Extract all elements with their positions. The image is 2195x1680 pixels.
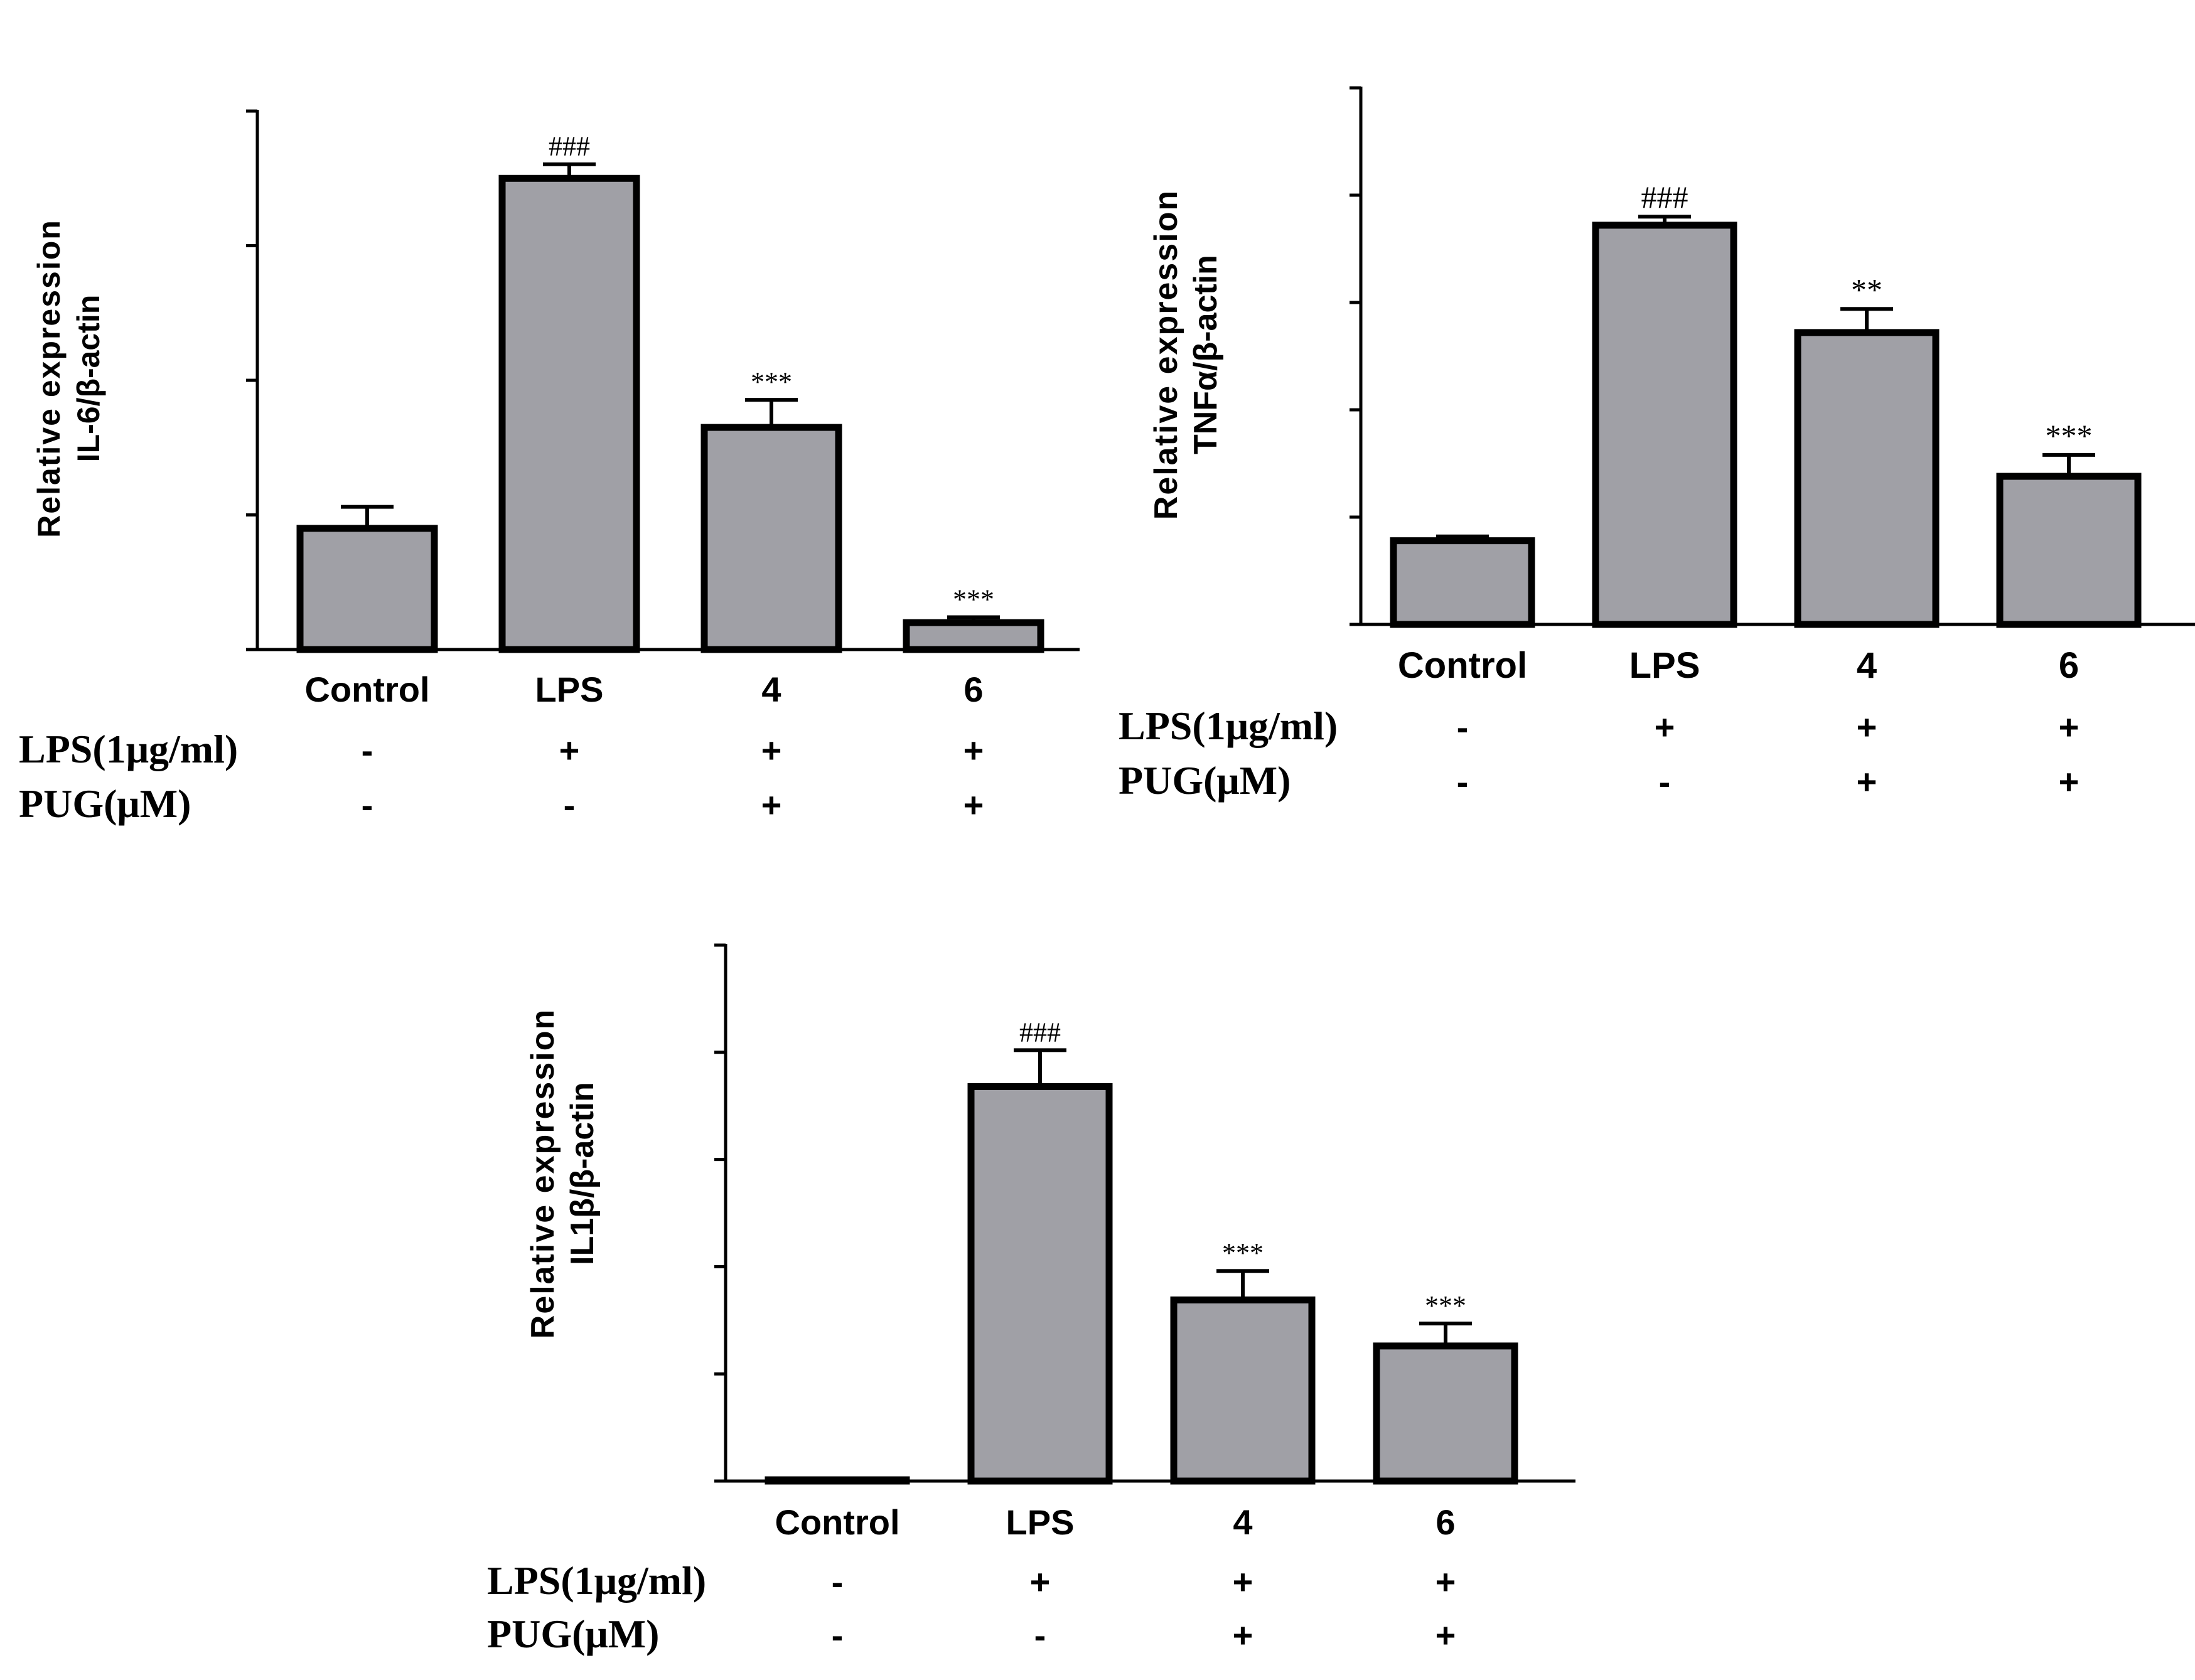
y-axis-label-line2: TNFα/β-actin (1188, 255, 1224, 454)
bar-4 (700, 424, 842, 653)
treatment-mark: + (1233, 1562, 1253, 1602)
category-label: 4 (761, 670, 781, 709)
bar-control (1390, 537, 1535, 628)
category-label: 4 (1233, 1502, 1252, 1542)
category-label: 4 (1857, 645, 1877, 686)
chart-c-svg: Relative expression IL1β/β-actin Control ##… (487, 943, 1575, 1656)
bar-lps (498, 174, 640, 653)
category-label: Control (1398, 645, 1527, 686)
treatment-mark: + (761, 730, 782, 770)
significance-mark: *** (1425, 1290, 1466, 1321)
significance-mark: *** (1222, 1238, 1264, 1268)
category-label: Control (775, 1502, 899, 1542)
category-label: 6 (2059, 645, 2079, 686)
bar-lps (967, 1083, 1113, 1485)
chart-panel-b: Relative expression TNFα/β-actin Control ##… (1105, 0, 2195, 860)
treatment-mark: - (1457, 762, 1469, 801)
treatment-mark: - (362, 785, 373, 825)
treatment-mark: - (832, 1562, 844, 1602)
treatment-mark: + (1030, 1562, 1051, 1602)
bar-6 (1996, 473, 2142, 628)
significance-mark: *** (751, 366, 792, 397)
treatment-mark: + (963, 730, 984, 770)
treatment-mark: + (761, 785, 782, 825)
treatment-label: LPS(1μg/ml) (1119, 704, 1338, 748)
chart-panel-a: Relative expression IL-6/β-actin Control ##… (0, 0, 1105, 860)
treatment-label: LPS(1μg/ml) (487, 1558, 706, 1603)
category-label: Control (304, 670, 429, 709)
treatment-label: PUG(μM) (1119, 758, 1291, 803)
bar-control (296, 525, 438, 653)
bar-6 (903, 619, 1044, 653)
bar-4 (1794, 329, 1940, 628)
y-axis-label-line1: Relative expression (1148, 190, 1184, 520)
treatment-mark: + (2059, 707, 2080, 747)
category-label: LPS (535, 670, 604, 709)
chart-b-svg: Relative expression TNFα/β-actin Control ##… (1119, 86, 2195, 803)
treatment-label: LPS(1μg/ml) (19, 727, 238, 771)
treatment-mark: + (1857, 707, 1877, 747)
treatment-mark: + (1436, 1562, 1456, 1602)
significance-mark: ** (1851, 272, 1882, 307)
treatment-mark: - (832, 1615, 844, 1655)
bar-lps (1592, 222, 1737, 628)
chart-panel-c: Relative expression IL1β/β-actin Control ##… (487, 879, 1594, 1680)
y-axis-label-line2: IL1β/β-actin (564, 1082, 601, 1265)
treatment-mark: - (1034, 1615, 1046, 1655)
y-axis-label-line2: IL-6/β-actin (71, 295, 106, 463)
significance-mark: *** (2046, 418, 2093, 453)
category-label: LPS (1006, 1502, 1075, 1542)
category-label: 6 (963, 670, 983, 709)
bar-4 (1170, 1296, 1316, 1485)
treatment-mark: + (963, 785, 984, 825)
category-label: LPS (1629, 645, 1700, 686)
treatment-label: PUG(μM) (19, 781, 191, 826)
treatment-mark: + (2059, 762, 2080, 801)
significance-mark: ### (1019, 1017, 1061, 1047)
treatment-mark: - (1457, 707, 1469, 747)
treatment-label: PUG(μM) (487, 1612, 659, 1656)
treatment-mark: + (1655, 707, 1675, 747)
treatment-mark: + (559, 730, 580, 770)
y-axis-label-line1: Relative expression (31, 219, 67, 538)
treatment-mark: + (1857, 762, 1877, 801)
treatment-mark: - (1659, 762, 1671, 801)
category-label: 6 (1436, 1502, 1455, 1542)
chart-a-svg: Relative expression IL-6/β-actin Control ##… (19, 109, 1080, 826)
significance-mark: ### (549, 131, 590, 162)
treatment-mark: + (1436, 1615, 1456, 1655)
treatment-mark: - (362, 730, 373, 770)
treatment-mark: + (1233, 1615, 1253, 1655)
significance-mark: *** (953, 584, 994, 615)
y-axis-label-line1: Relative expression (525, 1009, 561, 1339)
bar-6 (1373, 1342, 1518, 1485)
treatment-mark: - (564, 785, 576, 825)
significance-mark: ### (1641, 179, 1688, 215)
